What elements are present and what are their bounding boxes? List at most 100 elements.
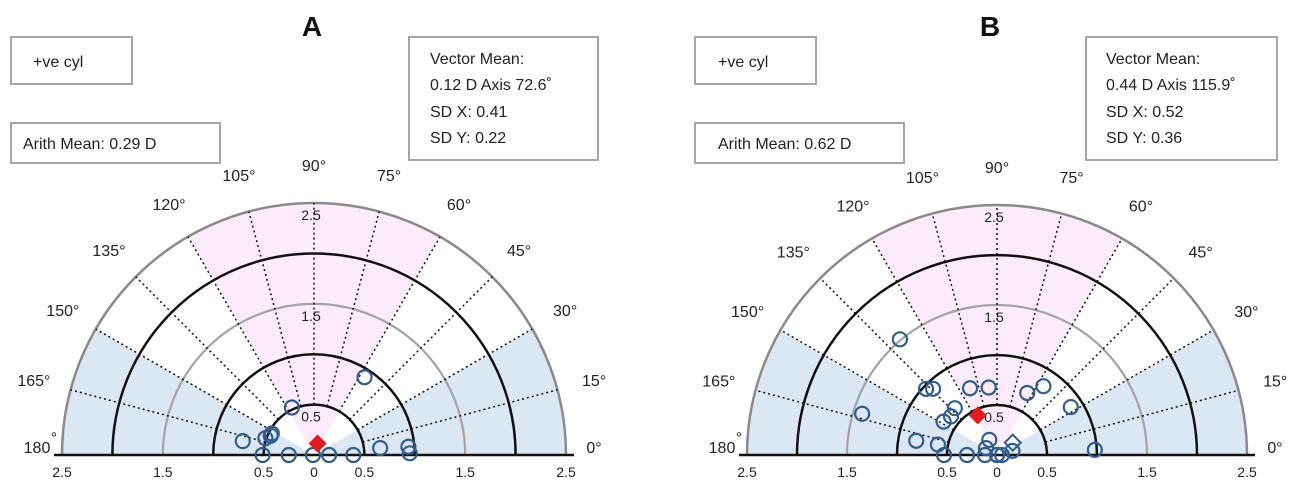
panel-b: B +ve cyl Arith Mean: 0.62 D Vector Mean… [694,11,1287,480]
radial-gridline [871,238,973,413]
vector-mean-box: Vector Mean: 0.12 D Axis 72.6˚ SD X: 0.4… [408,36,599,161]
blue-sector-right [997,330,1247,455]
data-point [935,413,952,430]
angle-label: 45° [507,243,531,260]
ring-1-5 [845,303,1149,456]
data-point [1035,378,1052,395]
angle-label: 165° [17,373,50,390]
arith-mean-label: Arith Mean: 0.29 D [23,136,156,153]
data-point [372,439,389,457]
sd-y-label: SD Y: 0.22 [430,130,506,147]
radial-gridline [135,276,279,420]
sd-x-label: SD X: 0.52 [1106,104,1183,121]
data-point [356,369,373,386]
angle-label: 45° [1189,244,1213,261]
sd-y-label: SD Y: 0.36 [1106,130,1182,147]
data-point [993,446,1011,464]
blue-sector-left [62,329,314,455]
vector-mean-value: 0.12 D Axis 72.6˚ [430,77,552,94]
data-point [980,379,997,396]
data-point [304,446,322,464]
radial-gridline [349,276,493,420]
angle-label-suffix: ° [736,430,742,447]
data-point [981,431,998,448]
base-tick-label: 1.5 [455,464,475,480]
base-tick-label: 1.5 [153,464,173,480]
data-point [988,446,1006,464]
ring-value-label: 0.5 [984,409,1004,425]
sd-x-label: SD X: 0.41 [430,104,507,121]
data-point [961,380,979,397]
data-point [1019,384,1036,402]
radial-gridline [1045,389,1239,443]
vector-mean-value: 0.44 D Axis 115.9˚ [1106,77,1236,94]
base-tick-label: 2.5 [1237,464,1257,480]
angle-label: 15° [1263,373,1287,390]
radial-gridline [819,277,963,421]
data-point [345,446,362,464]
data-point [917,380,935,397]
base-tick-label: 0.5 [355,464,375,480]
angle-label: 105° [906,170,939,187]
angle-label: 0° [586,440,601,457]
data-point [976,446,994,464]
base-tick-label: 1.5 [1137,464,1157,480]
polar-plot: 0.5 1.5 2.5 2.5 1.5 0.5 0 0.5 1.5 2.5 0° 15° 30° 45° 6… [17,158,606,480]
angle-label: 135° [777,244,810,261]
data-point [908,432,925,449]
data-point [263,425,280,442]
radial-gridline [931,213,985,407]
cyl-box: +ve cyl [10,36,133,85]
arith-mean-box: Arith Mean: 0.29 D [10,122,221,164]
ring-value-label: 2.5 [984,209,1004,225]
data-point [321,446,338,464]
radial-gridline [70,389,266,443]
ring-2-5 [745,203,1249,456]
radial-gridline [780,329,955,431]
ring-value-label: 0.5 [301,409,321,425]
data-point [401,445,418,462]
open-diamond-point [1003,433,1023,453]
radial-gridline [95,328,271,431]
data-point [283,399,300,416]
data-point [946,400,963,417]
angle-label: 150° [46,303,79,320]
ring-value-label: 2.5 [301,207,321,223]
angle-label: 90° [302,158,326,175]
base-tick-label: 0.5 [1037,464,1057,480]
radial-gridline [1031,277,1175,421]
angle-label: 165° [702,373,735,390]
base-tick-label: 0.5 [937,464,957,480]
radial-gridline [357,328,533,431]
angle-label: 120° [836,199,869,216]
panel-label: B [980,11,1000,42]
angle-label: 30° [1234,304,1258,321]
radial-gridline [1021,238,1123,413]
vector-mean-marker [308,434,327,453]
arith-mean-box: Arith Mean: 0.62 D [694,122,905,164]
angle-label: 135° [92,243,125,260]
angle-label: 180 [24,440,51,457]
vector-mean-title: Vector Mean: [1106,51,1200,68]
base-tick-label: 2.5 [52,464,72,480]
base-tick-label: 0 [310,464,318,480]
ring-value-label: 1.5 [984,309,1004,325]
radial-gridline [1009,213,1063,407]
blue-sector-right [314,329,566,455]
angle-label: 90° [985,160,1009,177]
base-tick-label: 2.5 [556,464,576,480]
data-point [400,438,417,455]
ring-value-label: 1.5 [301,308,321,324]
base-tick-label: 2.5 [737,464,757,480]
angle-label-suffix: ° [51,430,57,447]
data-point [1004,442,1021,459]
data-point [1086,441,1103,458]
radial-gridline [362,389,558,443]
radial-gridline [338,236,441,412]
angle-label: 15° [582,373,606,390]
panel-label: A [302,11,322,42]
data-point [958,446,976,464]
vector-mean-marker [968,406,987,425]
angle-label: 75° [1059,170,1083,187]
